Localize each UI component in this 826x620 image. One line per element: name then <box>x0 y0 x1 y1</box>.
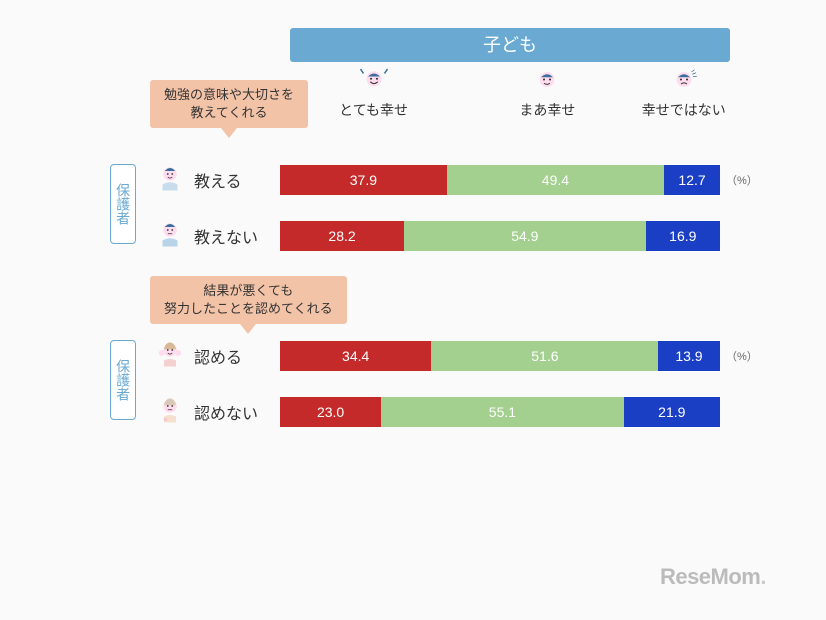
legend-not-happy: 幸せではない <box>638 100 730 120</box>
guardian-tag-1: 保護者 <box>110 164 136 244</box>
seg-teach-not: 12.7 <box>664 165 720 195</box>
seg-teach-some: 49.4 <box>447 165 664 195</box>
face-very-happy-icon <box>359 66 389 96</box>
seg-teach-very: 37.9 <box>280 165 447 195</box>
seg-ack-not: 13.9 <box>658 341 719 371</box>
callout-1-line1: 勉強の意味や大切さを <box>164 87 294 102</box>
seg-notack-some: 55.1 <box>381 397 623 427</box>
bar-ack: 34.4 51.6 13.9 <box>280 341 720 371</box>
callout-1: 勉強の意味や大切さを 教えてくれる <box>150 80 308 128</box>
row-label-teach: 教える <box>190 168 280 192</box>
bar-teach: 37.9 49.4 12.7 <box>280 165 720 195</box>
parent-icon-2b <box>150 394 190 431</box>
bar-not-ack: 23.0 55.1 21.9 <box>280 397 720 427</box>
parent-icon-1a <box>150 162 190 199</box>
chart-area: 勉強の意味や大切さを 教えてくれる 保護者 教える 37.9 49.4 12.7… <box>50 120 776 432</box>
seg-ack-very: 34.4 <box>280 341 431 371</box>
section-2: 結果が悪くても 努力したことを認めてくれる 保護者 認める 34.4 51.6 … <box>50 286 776 432</box>
section-1: 勉強の意味や大切さを 教えてくれる 保護者 教える 37.9 49.4 12.7… <box>50 120 776 256</box>
legend-somewhat-happy: まあ幸せ <box>457 100 637 120</box>
legend-labels: とても幸せ まあ幸せ 幸せではない <box>290 100 730 120</box>
row-not-acknowledge: 認めない 23.0 55.1 21.9 <box>50 392 776 432</box>
seg-notteach-some: 54.9 <box>404 221 646 251</box>
seg-notteach-very: 28.2 <box>280 221 404 251</box>
callout-2: 結果が悪くても 努力したことを認めてくれる <box>150 276 347 324</box>
parent-icon-1b <box>150 218 190 255</box>
seg-ack-some: 51.6 <box>431 341 658 371</box>
row-not-teach: 教えない 28.2 54.9 16.9 <box>50 216 776 256</box>
face-unhappy-icon <box>669 66 699 96</box>
seg-notteach-not: 16.9 <box>646 221 720 251</box>
row-acknowledge: 認める 34.4 51.6 13.9 （%） <box>50 336 776 376</box>
callout-2-line1: 結果が悪くても <box>203 283 293 298</box>
callout-1-line2: 教えてくれる <box>191 105 268 120</box>
children-header: 子ども <box>290 28 730 62</box>
parent-icon-2a <box>150 338 190 375</box>
legend-very-happy: とても幸せ <box>290 100 457 120</box>
pct-unit-1: （%） <box>726 172 758 188</box>
face-happy-icon <box>532 66 562 96</box>
row-label-not-teach: 教えない <box>190 224 280 248</box>
row-label-ack: 認める <box>190 344 280 368</box>
row-teach: 教える 37.9 49.4 12.7 （%） <box>50 160 776 200</box>
seg-notack-very: 23.0 <box>280 397 381 427</box>
callout-2-line2: 努力したことを認めてくれる <box>164 301 333 316</box>
bar-not-teach: 28.2 54.9 16.9 <box>280 221 720 251</box>
legend-icons <box>290 66 730 100</box>
pct-unit-2: （%） <box>726 348 758 364</box>
seg-notack-not: 21.9 <box>624 397 720 427</box>
guardian-tag-2: 保護者 <box>110 340 136 420</box>
watermark: ReseMom. <box>660 564 766 590</box>
row-label-not-ack: 認めない <box>190 400 280 424</box>
